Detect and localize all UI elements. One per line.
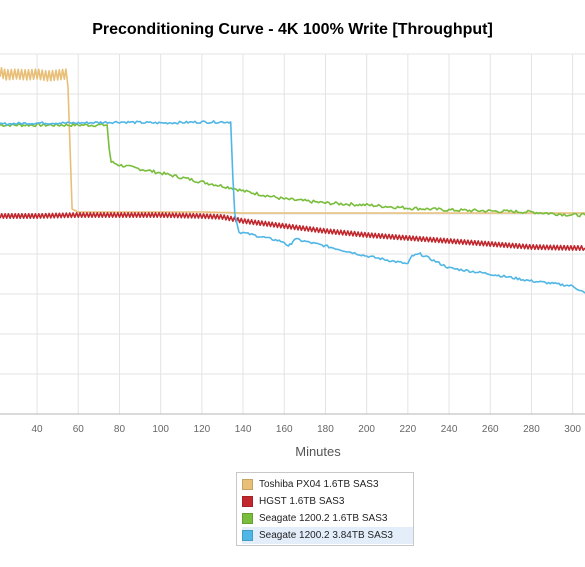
legend-label: Seagate 1200.2 3.84TB SAS3 (259, 530, 393, 541)
series-line-3 (0, 120, 585, 294)
x-tick-label: 300 (564, 424, 581, 435)
legend-swatch (242, 496, 253, 507)
x-tick-label: 120 (194, 424, 211, 435)
legend-swatch (242, 513, 253, 524)
x-tick-label: 60 (73, 424, 85, 435)
legend-swatch (242, 479, 253, 490)
x-tick-label: 220 (400, 424, 417, 435)
legend-item-seagate-1-6tb[interactable]: Seagate 1200.2 1.6TB SAS3 (242, 510, 413, 527)
x-tick-label: 240 (441, 424, 458, 435)
grid (0, 53, 585, 414)
legend-label: HGST 1.6TB SAS3 (259, 496, 345, 507)
x-tick-label: 200 (358, 424, 375, 435)
legend-item-toshiba[interactable]: Toshiba PX04 1.6TB SAS3 (242, 476, 413, 493)
x-tick-label: 260 (482, 424, 499, 435)
x-tick-label: 280 (523, 424, 540, 435)
legend-label: Toshiba PX04 1.6TB SAS3 (259, 479, 379, 490)
legend: Toshiba PX04 1.6TB SAS3 HGST 1.6TB SAS3 … (236, 472, 414, 546)
series-lines (0, 67, 585, 294)
legend-swatch (242, 530, 253, 541)
x-axis-label: Minutes (295, 444, 341, 459)
series-line-1 (0, 212, 585, 251)
x-tick-label: 140 (235, 424, 252, 435)
x-tick-label: 180 (317, 424, 334, 435)
legend-label: Seagate 1200.2 1.6TB SAS3 (259, 513, 388, 524)
series-line-2 (0, 122, 585, 218)
x-tick-label: 160 (276, 424, 293, 435)
x-tick-label: 40 (32, 424, 44, 435)
x-tick-label: 100 (152, 424, 169, 435)
chart-title: Preconditioning Curve - 4K 100% Write [T… (92, 21, 493, 38)
series-line-0 (0, 67, 585, 214)
x-axis: 40 60 80 100 120 140 160 180 200 220 240 260 280 300 (0, 413, 585, 435)
legend-item-seagate-3-84tb[interactable]: Seagate 1200.2 3.84TB SAS3 (242, 527, 413, 544)
legend-item-hgst[interactable]: HGST 1.6TB SAS3 (242, 493, 413, 510)
x-tick-label: 80 (114, 424, 126, 435)
